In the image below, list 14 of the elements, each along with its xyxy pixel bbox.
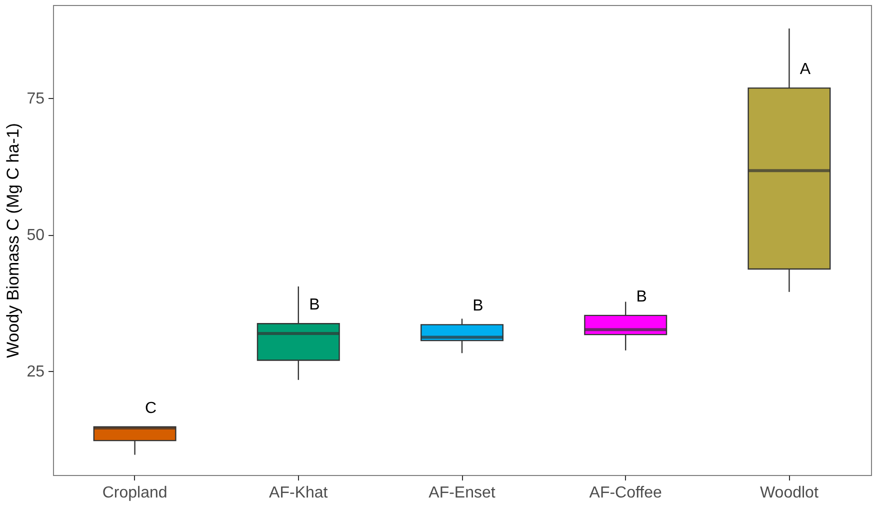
annotation: C	[145, 400, 157, 417]
y-tick-label: 25	[26, 364, 45, 381]
annotation: B	[309, 296, 320, 314]
x-tick-label: AF-Enset	[428, 484, 496, 502]
y-axis-title: Woody Biomass C (Mg C ha-1)	[4, 123, 23, 358]
y-tick-label: 50	[26, 227, 45, 244]
x-tick-label: AF-Coffee	[589, 484, 662, 502]
y-tick-label: 75	[26, 90, 45, 108]
x-tick-label: Woodlot	[760, 484, 819, 502]
x-tick-label: Cropland	[102, 484, 168, 502]
x-tick-label: AF-Khat	[269, 484, 328, 502]
annotation: B	[636, 288, 647, 306]
annotation: B	[472, 298, 484, 315]
annotation: A	[800, 61, 811, 78]
